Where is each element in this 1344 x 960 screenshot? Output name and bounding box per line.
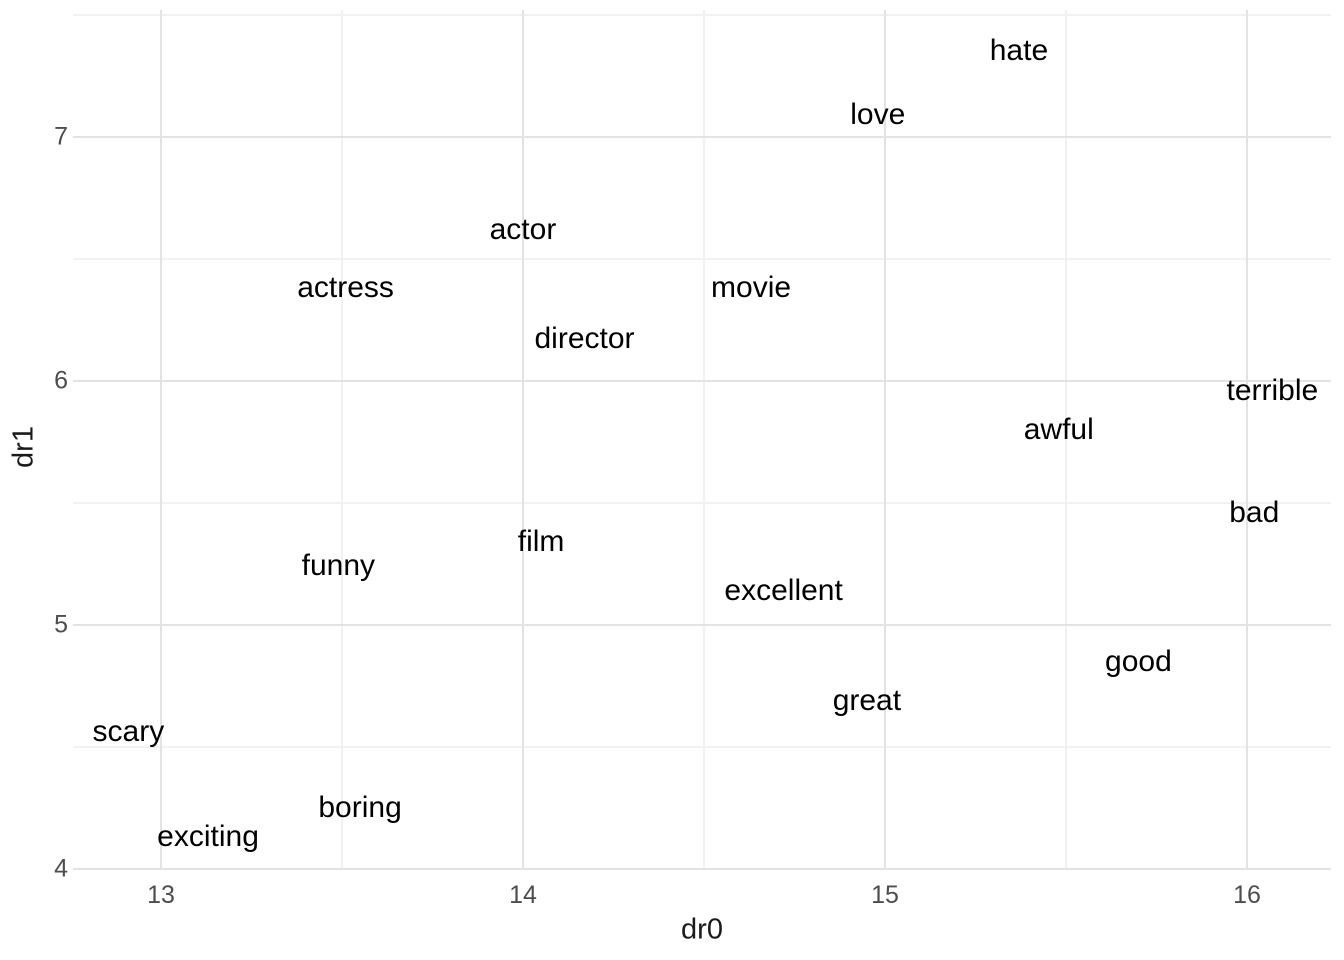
point-label: hate [989, 34, 1049, 68]
y-tick-label: 7 [54, 122, 68, 151]
x-axis-title: dr0 [681, 913, 723, 946]
point-label: actress [297, 271, 394, 305]
x-tick-label: 16 [1233, 881, 1261, 909]
point-label: bad [1229, 495, 1280, 529]
point-label: exciting [157, 820, 259, 854]
gridline-y-minor [73, 257, 1331, 260]
point-label: funny [301, 549, 376, 583]
gridline-y-major [73, 135, 1331, 138]
point-label: boring [318, 790, 402, 824]
point-label: excellent [724, 573, 843, 607]
gridline-x-major [1246, 10, 1248, 869]
gridline-y-major [73, 868, 1331, 870]
point-label: good [1105, 644, 1172, 678]
gridline-y-major [73, 623, 1331, 626]
gridline-x-major [521, 10, 524, 869]
gridline-x-minor [702, 10, 705, 869]
gridline-y-major [73, 379, 1331, 382]
point-label: terrible [1226, 373, 1319, 407]
gridline-y-minor [73, 13, 1331, 16]
x-tick-label: 14 [509, 881, 537, 909]
point-label: awful [1023, 412, 1094, 446]
y-tick-label: 5 [54, 610, 68, 639]
point-label: love [850, 97, 906, 131]
point-label: actor [489, 212, 557, 246]
y-tick-label: 6 [54, 366, 68, 395]
point-label: great [832, 683, 902, 717]
y-axis-title: dr1 [7, 426, 40, 468]
plot-panel: hate love actor actress movie director terribl… [73, 10, 1331, 870]
point-label: director [534, 322, 635, 356]
gridline-x-major [883, 10, 886, 869]
y-tick-label: 4 [54, 854, 68, 883]
x-tick-label: 13 [147, 881, 175, 909]
gridline-x-minor [1065, 10, 1067, 869]
x-tick-label: 15 [871, 881, 899, 909]
gridline-y-minor [73, 501, 1331, 504]
gridline-y-minor [73, 745, 1331, 748]
gridline-x-minor [340, 10, 343, 869]
point-label: film [517, 524, 565, 558]
gridline-x-major [159, 10, 162, 869]
point-label: movie [711, 271, 792, 305]
point-label: scary [92, 715, 165, 749]
